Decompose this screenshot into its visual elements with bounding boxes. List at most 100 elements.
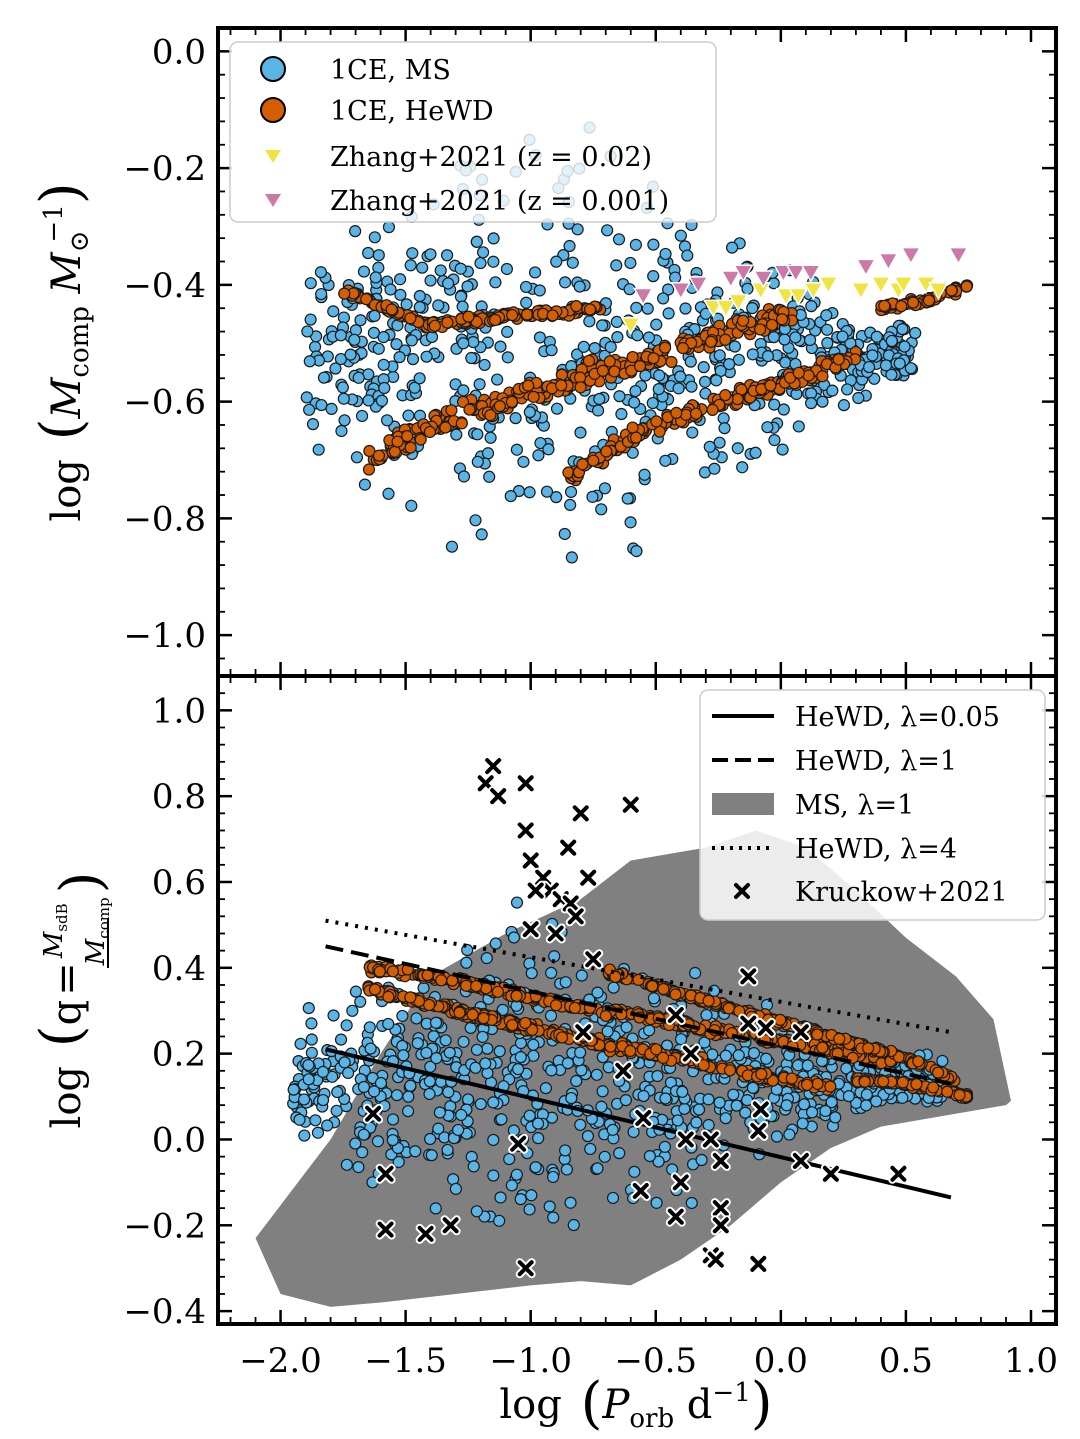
kruckow-stroke	[442, 1217, 459, 1234]
ms-point	[479, 1057, 492, 1070]
ms-point	[474, 1097, 487, 1111]
ms-point	[837, 399, 851, 412]
ms-point	[397, 1049, 410, 1062]
ms-point	[487, 1133, 500, 1147]
ms-point	[355, 409, 369, 423]
top-legend: 1CE, MS 1CE, HeWD Zhang+2021 (z = 0.02) …	[229, 41, 717, 223]
ms-point	[559, 1144, 572, 1157]
ms-point	[344, 348, 357, 361]
ms-point	[611, 330, 624, 344]
ms-point	[674, 1033, 688, 1046]
kruckow-marker	[545, 923, 566, 944]
hewd-point	[385, 303, 398, 316]
hewd-point	[435, 974, 448, 987]
ms-point	[574, 1046, 587, 1059]
ms-point	[659, 247, 672, 261]
ytick-label: 0.0	[152, 1120, 206, 1160]
ms-point	[870, 330, 883, 343]
zhang-marker	[620, 316, 642, 336]
hewd-point	[360, 293, 373, 306]
kruckow-stroke	[712, 1152, 729, 1169]
ms-point	[662, 307, 675, 320]
ms-point	[452, 1123, 465, 1137]
kruckow-marker	[558, 837, 579, 858]
ms-point	[885, 368, 898, 381]
kruckow-stroke	[822, 1165, 839, 1182]
xlabel-rparen: )	[751, 1371, 773, 1436]
ms-point	[612, 233, 626, 246]
ms-point	[866, 349, 879, 362]
ms-point	[432, 1122, 445, 1135]
hewd-point	[765, 318, 779, 332]
ms-point	[457, 1035, 470, 1048]
ms-point	[581, 1130, 595, 1143]
ms-point	[478, 358, 491, 372]
ms-point	[424, 248, 437, 261]
zhang-marker	[850, 281, 872, 301]
hewd-point	[755, 1068, 768, 1081]
hewd-point	[719, 333, 732, 346]
ms-point	[550, 255, 563, 268]
hewd-point	[414, 433, 427, 446]
hewd-point	[466, 1008, 479, 1021]
hewd-point	[522, 379, 535, 392]
hewd-point	[832, 353, 845, 366]
kruckow-marker	[613, 1060, 634, 1081]
ms-point	[500, 262, 513, 276]
ms-point	[685, 1196, 698, 1210]
hewd-point	[603, 355, 616, 368]
ms-point	[467, 335, 480, 349]
ms-point	[588, 342, 601, 355]
hewd-point	[546, 309, 559, 322]
ms-point	[567, 1218, 580, 1232]
kruckow-marker	[565, 906, 586, 927]
kruckow-stroke	[560, 839, 577, 856]
hewd-point	[676, 341, 690, 355]
ms-point	[375, 394, 389, 407]
hewd-point	[373, 965, 386, 978]
kruckow-stroke	[585, 951, 602, 968]
kruckow-stroke	[547, 925, 564, 942]
kruckow-marker	[363, 1103, 384, 1124]
kruckow-marker	[675, 1129, 696, 1150]
ms-point	[411, 1037, 424, 1050]
ms-point	[454, 262, 467, 275]
top-ylabel-lparen: (	[29, 419, 94, 441]
kruckow-stroke	[792, 1152, 809, 1169]
ms-point	[776, 443, 789, 456]
ms-point	[300, 391, 313, 404]
ms-point	[374, 1076, 388, 1090]
ms-point	[352, 371, 365, 384]
kruckow-marker	[508, 1133, 529, 1154]
ms-point	[377, 358, 390, 371]
ms-point	[747, 1047, 761, 1060]
ms-point	[821, 336, 834, 350]
ms-point	[303, 403, 316, 416]
kruckow-stroke	[632, 1182, 649, 1199]
ytick-label: 0.6	[152, 863, 206, 903]
hewd-point	[785, 1072, 798, 1085]
ms-point	[546, 1170, 560, 1184]
ms-point	[596, 319, 609, 332]
hewd-point	[669, 988, 682, 1001]
ms-point	[692, 1103, 706, 1116]
ms-point	[684, 355, 697, 368]
ytick-label: 1.0	[152, 691, 206, 731]
ms-point	[357, 1080, 371, 1094]
ms-point	[401, 1105, 415, 1118]
ms-point	[651, 1069, 664, 1083]
zhang-marker	[733, 264, 754, 283]
kruckow-marker	[670, 1172, 691, 1193]
ms-point	[442, 1086, 455, 1099]
hewd-point	[862, 1042, 875, 1055]
ms-point	[842, 1090, 855, 1103]
ms-point	[302, 1073, 315, 1086]
ms-point	[606, 1123, 619, 1136]
hewd-point	[646, 980, 659, 993]
ms-point	[637, 1089, 650, 1103]
bottom-legend-box	[699, 689, 1046, 921]
zhang-marker	[803, 281, 824, 301]
ms-point	[390, 1089, 404, 1102]
ytick-label: −0.2	[123, 1206, 206, 1246]
kruckow-stroke	[752, 1101, 769, 1118]
